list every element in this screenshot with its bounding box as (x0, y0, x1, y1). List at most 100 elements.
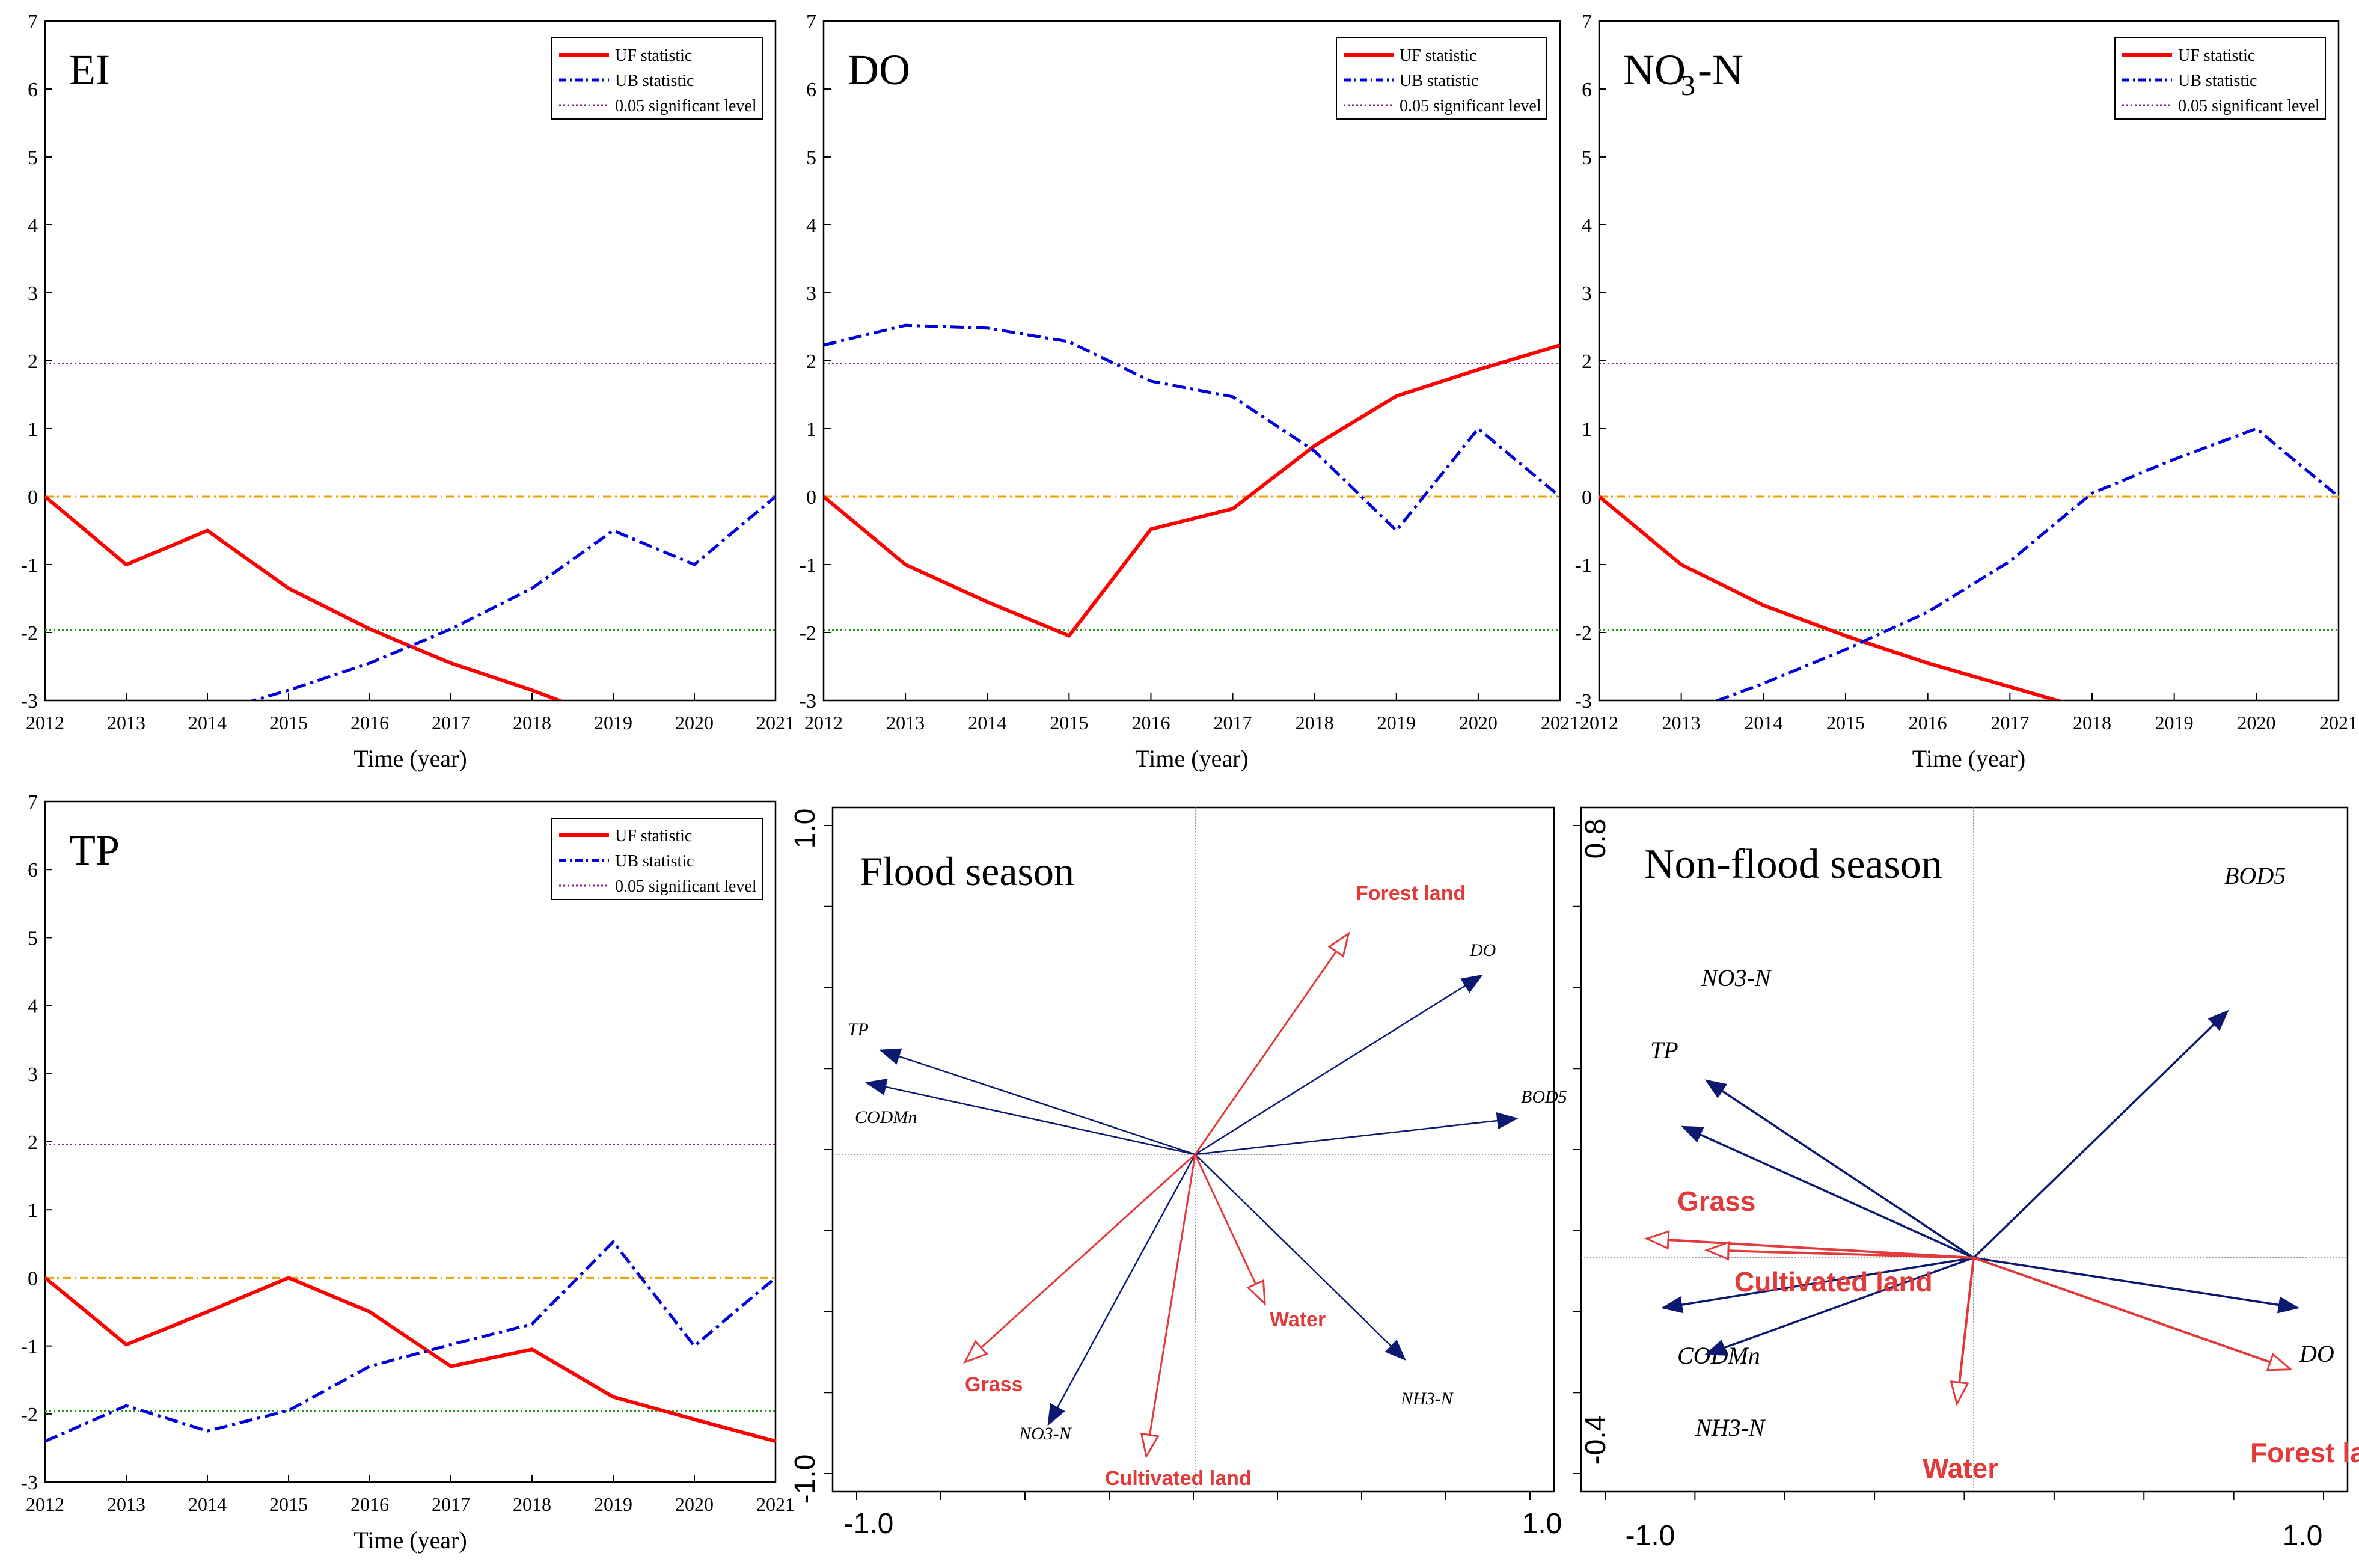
species-arrow-tp-shaft (898, 1055, 1196, 1156)
env-arrow-cultivated-land-head (1140, 1432, 1160, 1459)
legend-uf-label: UF statistic (1400, 46, 1476, 65)
x-tick-label: 2018 (2073, 712, 2111, 733)
panel-no3n: -3 -2 -1 0 1 2 3 4 5 6 7 2012 2013 2014 2015 2016 2017 20… (1575, 11, 2358, 772)
panel-title-text: Non-flood season (1644, 841, 1942, 887)
panel-flood: -1.0 1.0 -1.0 1.0 Flood season DO BOD5 TP CODMn N… (789, 806, 1567, 1540)
x-tick-label: 2015 (1826, 712, 1865, 733)
species-arrow-tp-head (879, 1048, 902, 1065)
x-tick-label: 2016 (350, 1493, 389, 1515)
env-arrow-cultivated-land-head (1704, 1241, 1730, 1261)
legend-significance-label: 0.05 significant level (615, 877, 757, 896)
species-arrow-no3-n-shaft (1056, 1154, 1196, 1409)
x-tick-label: 2014 (1744, 712, 1782, 733)
x-axis-label: Time (year) (353, 745, 467, 772)
env-arrow-grass-shaft (980, 1153, 1196, 1349)
y-tick-label: 2 (28, 351, 38, 373)
species-arrow-codmn-head (864, 1079, 888, 1095)
panel-title-text: Flood season (860, 848, 1074, 894)
y-tick-label: 4 (806, 215, 816, 237)
x-tick-label: 2017 (432, 712, 470, 733)
species-arrow-nh3-n-shaft (1723, 1257, 1974, 1349)
panel-title-main: NO (1623, 46, 1686, 94)
y-tick-label: -3 (21, 690, 38, 712)
species-arrow-do-shaft (1195, 984, 1466, 1156)
y-tick-label: 7 (28, 11, 38, 33)
legend-ub-label: UB statistic (1400, 72, 1478, 90)
x-tick-label: 2015 (1050, 712, 1088, 733)
y-tick-label: 6 (28, 79, 38, 101)
panel-title-text: DO (848, 46, 910, 94)
env-arrow-forest-land-shaft (1194, 951, 1337, 1155)
env-arrow-grass-head (963, 1340, 988, 1364)
y-tick-label: -1 (1575, 554, 1592, 577)
x-tick-label: 2012 (26, 1493, 64, 1515)
species-arrow-bod5-shaft (1195, 1119, 1498, 1156)
legend: UF statistic UB statistic 0.05 significant… (2114, 37, 2326, 120)
y-tick-label: 3 (806, 283, 816, 305)
x-tick-label: 2017 (1214, 712, 1252, 733)
legend-significance-label: 0.05 significant level (1400, 97, 1541, 115)
environment-label: Cultivated land (1734, 1266, 1933, 1297)
ub-statistic-line (45, 1240, 776, 1443)
x-tick-label: 2021 (1541, 712, 1579, 733)
x-tick-label: 2013 (1662, 712, 1701, 733)
y-tick-label: -2 (21, 622, 38, 645)
environment-label: Grass (965, 1373, 1023, 1396)
species-label: DO (2299, 1340, 2334, 1367)
x-tick-label: 2013 (107, 1493, 145, 1515)
legend: UF statistic UB statistic 0.05 significant… (551, 818, 763, 900)
panel-title-text: EI (69, 46, 110, 94)
series-group (45, 495, 776, 700)
x-tick-label: 2018 (513, 1493, 551, 1515)
x-tick-label: 2012 (1580, 712, 1618, 733)
species-label: NH3-N (1695, 1414, 1766, 1441)
legend-ub-label: UB statistic (615, 852, 694, 871)
y-tick-label: 2 (28, 1132, 38, 1154)
panel-title-text: TP (69, 826, 120, 874)
y-tick-label: -1 (21, 554, 38, 577)
x-tick-label-max: 1.0 (1522, 1508, 1562, 1540)
y-tick-label: -3 (800, 690, 816, 712)
y-tick-label: 1 (1582, 418, 1592, 441)
y-tick-label: -2 (21, 1404, 38, 1426)
x-tick-label: 2021 (756, 712, 795, 733)
panel-do: -3 -2 -1 0 1 2 3 4 5 6 7 2012 2013 2014 2015 2016 2017 20… (800, 11, 1579, 772)
ub-statistic-line (824, 323, 1560, 532)
x-tick-label: 2020 (2237, 712, 2275, 733)
legend-significance-label: 0.05 significant level (2178, 97, 2320, 115)
x-tick-label: 2014 (968, 712, 1006, 733)
species-arrow-do-head (1460, 974, 1484, 993)
y-tick-label-max: 1.0 (789, 809, 821, 849)
panel-title: EI (69, 46, 110, 94)
y-tick-label: 4 (28, 996, 38, 1018)
y-tick-label: 7 (806, 11, 816, 33)
species-label: NO3-N (1701, 964, 1772, 991)
species-label: TP (1650, 1037, 1678, 1064)
x-tick-label-min: -1.0 (1626, 1520, 1675, 1552)
x-tick-label: 2019 (594, 1493, 632, 1515)
x-tick-label: 2021 (756, 1493, 795, 1515)
environment-label: Water (1270, 1308, 1326, 1331)
env-arrow-forest-land-head (1327, 931, 1350, 958)
legend-significance-label: 0.05 significant level (615, 97, 757, 115)
y-tick-label: 5 (28, 147, 38, 169)
y-tick-label: 3 (28, 283, 38, 305)
species-arrow-nh3-n-head (1704, 1339, 1728, 1356)
uf-statistic-line (45, 1276, 776, 1443)
panel-nonflood: -1.0 1.0 -0.4 0.8 Non-flood season BOD5 NO3-N T… (1573, 806, 2359, 1552)
y-tick-label: 6 (806, 79, 816, 101)
panel-tp: -3 -2 -1 0 1 2 3 4 5 6 7 2012 2013 2014 2015 2016 2017 20… (21, 791, 795, 1554)
y-tick-label: 0 (28, 1267, 38, 1290)
series-group (824, 323, 1560, 638)
env-arrow-grass-shaft (1668, 1239, 1974, 1259)
species-label: BOD5 (2224, 862, 2286, 889)
x-tick-label: 2015 (269, 1493, 308, 1515)
species-arrow-nh3-n-head (1384, 1340, 1406, 1361)
legend-uf-label: UF statistic (615, 46, 692, 65)
species-arrow-do-head (2277, 1296, 2300, 1314)
panel-title: DO (848, 46, 910, 94)
y-tick-label: -3 (21, 1472, 38, 1494)
y-tick-label: 7 (28, 791, 38, 813)
x-tick-label: 2017 (1990, 712, 2029, 733)
